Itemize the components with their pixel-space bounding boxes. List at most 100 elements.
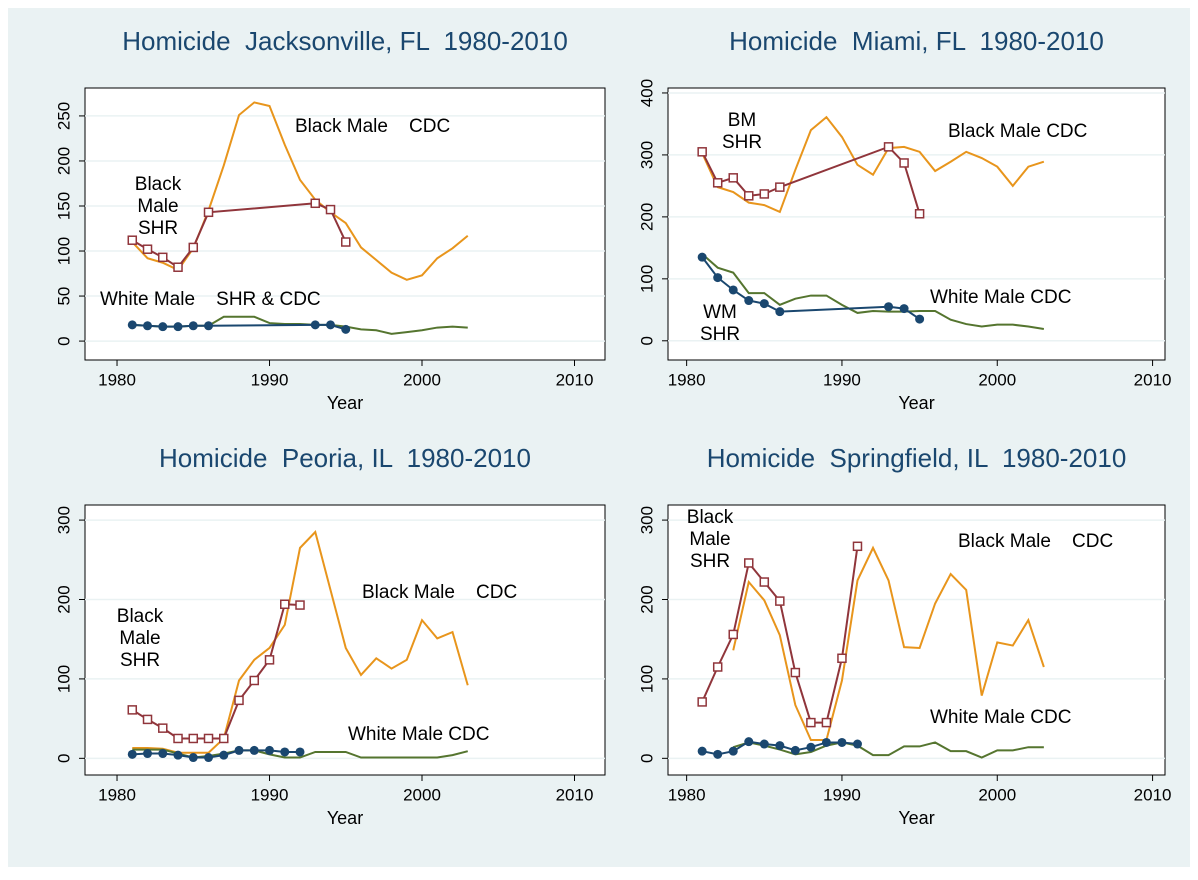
y-tick-label: 50 — [54, 287, 73, 306]
y-tick-label: 400 — [637, 79, 656, 107]
marker — [775, 741, 785, 751]
marker — [158, 723, 168, 733]
marker — [219, 733, 229, 744]
marker — [264, 655, 275, 665]
y-tick-label: 250 — [54, 102, 73, 130]
marker — [837, 737, 847, 747]
marker — [790, 667, 801, 678]
marker — [821, 717, 832, 728]
x-tick-label: 2000 — [978, 370, 1016, 389]
y-tick-label: 200 — [637, 585, 656, 613]
marker — [728, 746, 738, 756]
annotation: Male — [137, 196, 178, 217]
marker — [173, 322, 183, 332]
marker — [173, 750, 183, 760]
annotation: Black — [117, 606, 164, 627]
x-tick-label: 2010 — [556, 370, 594, 389]
x-axis-title: Year — [898, 393, 934, 413]
annotation: Black Male CDC — [958, 531, 1113, 552]
marker — [310, 198, 321, 209]
series-line — [732, 545, 1045, 742]
x-tick-label: 2010 — [1134, 370, 1172, 389]
y-tick-label: 100 — [54, 665, 73, 693]
marker — [806, 742, 816, 752]
marker — [728, 629, 738, 640]
annotation: White Male SHR & CDC — [100, 289, 321, 310]
x-tick-label: 2010 — [556, 785, 594, 804]
annotation: BM — [728, 110, 757, 131]
panel: Homicide Jacksonville, FL 1980-2010 0 50 10… — [54, 26, 606, 413]
x-tick-label: 1990 — [251, 370, 289, 389]
y-tick-label: 100 — [637, 265, 656, 293]
marker — [295, 747, 305, 757]
marker — [744, 558, 754, 568]
marker — [775, 596, 785, 606]
panel: Homicide Springfield, IL 1980-2010 0 100 20… — [637, 443, 1171, 828]
marker — [806, 717, 816, 728]
marker — [127, 235, 138, 245]
marker — [744, 191, 754, 201]
marker — [712, 178, 723, 188]
marker — [697, 252, 707, 262]
y-tick-label: 100 — [637, 665, 656, 693]
annotation: White Male CDC — [930, 287, 1071, 308]
panel: Homicide Peoria, IL 1980-2010 0 100 200 300 1… — [54, 443, 606, 828]
marker — [899, 304, 909, 314]
marker — [234, 745, 244, 755]
marker — [249, 745, 259, 755]
chart-title: Homicide Jacksonville, FL 1980-2010 — [122, 26, 568, 56]
y-tick-label: 300 — [637, 141, 656, 169]
marker — [852, 541, 863, 552]
series-line — [732, 741, 1044, 759]
x-tick-label: 2010 — [1134, 785, 1172, 804]
marker — [341, 237, 351, 247]
marker — [697, 697, 707, 707]
marker — [744, 737, 754, 747]
marker — [203, 733, 214, 744]
marker — [173, 733, 183, 744]
y-tick-label: 0 — [54, 754, 73, 763]
x-tick-label: 1980 — [98, 785, 136, 804]
plot-area — [84, 87, 606, 361]
annotation: SHR — [120, 650, 160, 671]
marker — [728, 285, 738, 295]
marker — [759, 577, 770, 587]
marker — [234, 695, 244, 706]
annotation: SHR — [138, 218, 178, 239]
plot-area — [667, 504, 1166, 776]
annotation: Black Male CDC — [948, 121, 1087, 142]
marker — [852, 739, 862, 749]
chart-title: Homicide Springfield, IL 1980-2010 — [707, 443, 1127, 473]
y-tick-label: 100 — [54, 237, 73, 265]
marker — [326, 320, 336, 330]
marker — [249, 675, 260, 686]
x-tick-label: 1980 — [98, 370, 136, 389]
marker — [697, 147, 707, 157]
marker — [728, 173, 738, 183]
y-tick-label: 300 — [637, 506, 656, 534]
marker — [188, 242, 199, 253]
marker — [759, 739, 769, 749]
marker — [697, 746, 707, 756]
marker — [775, 182, 785, 192]
marker — [188, 733, 199, 744]
marker — [915, 314, 925, 324]
marker — [899, 158, 909, 168]
marker — [341, 324, 351, 334]
y-tick-label: 0 — [637, 754, 656, 763]
y-tick-label: 200 — [637, 203, 656, 231]
x-tick-label: 2000 — [403, 785, 441, 804]
marker — [143, 321, 153, 331]
x-axis-title: Year — [327, 393, 363, 413]
annotation: SHR — [700, 324, 740, 345]
x-tick-label: 1980 — [668, 785, 706, 804]
marker — [188, 321, 198, 331]
series-line — [701, 253, 1045, 331]
marker — [310, 320, 320, 330]
marker — [280, 747, 290, 757]
annotation: White Male CDC — [348, 724, 489, 745]
marker — [188, 753, 198, 763]
y-tick-label: 150 — [54, 192, 73, 220]
y-tick-label: 0 — [637, 336, 656, 345]
annotation: Black Male CDC — [295, 116, 450, 137]
